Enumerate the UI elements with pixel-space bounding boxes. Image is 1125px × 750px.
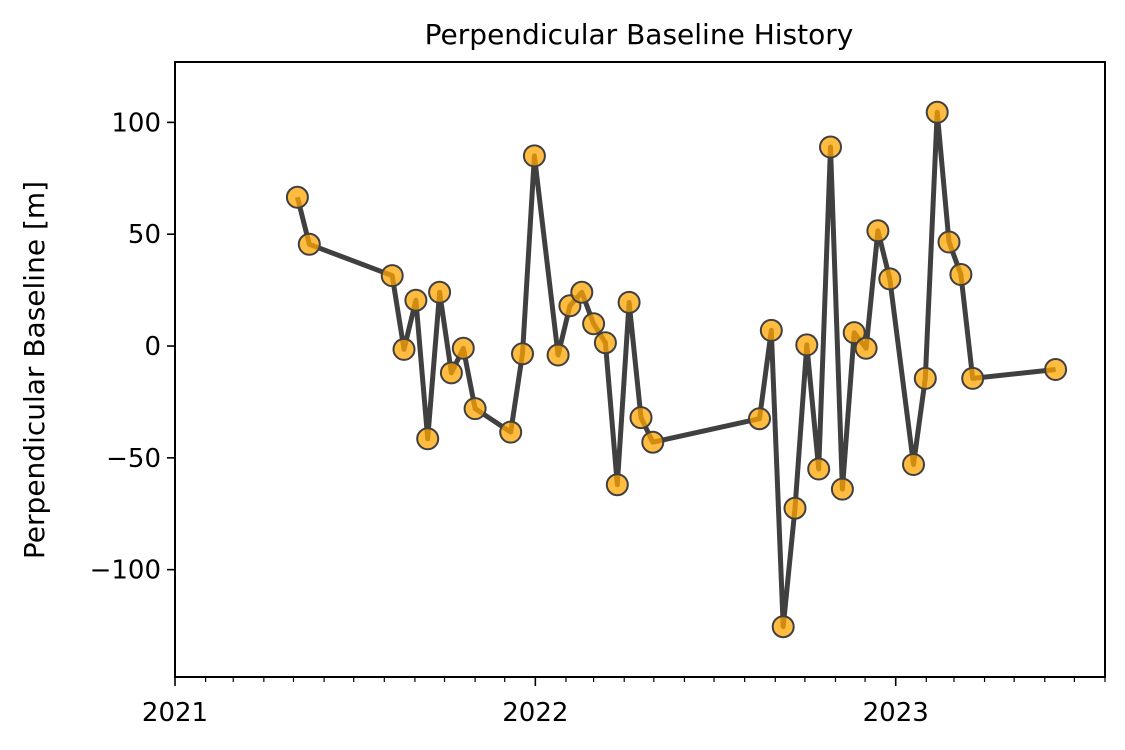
data-point — [842, 321, 866, 345]
x-axis-ticks: 2021 2022 2023 — [142, 677, 1106, 728]
data-point — [499, 420, 523, 444]
data-point — [783, 496, 807, 520]
x-tick-label: 2022 — [502, 698, 568, 728]
data-point — [416, 427, 440, 451]
data-point — [641, 430, 665, 454]
data-point — [925, 100, 949, 124]
data-point — [854, 336, 878, 360]
y-tick-label: 100 — [111, 108, 161, 138]
data-point — [866, 219, 890, 243]
data-point — [629, 406, 653, 430]
data-point — [285, 185, 309, 209]
plot-area — [285, 100, 1068, 639]
y-tick-label: −100 — [90, 556, 161, 586]
data-point — [593, 331, 617, 355]
data-point — [819, 135, 842, 159]
y-axis-title: Perpendicular Baseline [m] — [18, 181, 51, 559]
data-point — [937, 230, 961, 254]
data-point — [297, 232, 321, 256]
data-point — [748, 407, 771, 431]
plot-frame — [174, 61, 1106, 678]
data-point — [771, 615, 795, 639]
y-tick-label: 50 — [128, 220, 161, 250]
data-point — [428, 280, 452, 304]
series-line — [294, 109, 1056, 630]
data-point — [759, 318, 783, 342]
data-point — [546, 343, 570, 367]
y-tick-label: 0 — [144, 332, 161, 362]
data-point — [949, 263, 973, 286]
data-point — [439, 361, 463, 385]
data-point — [511, 342, 534, 366]
chart-title: Perpendicular Baseline History — [425, 18, 854, 51]
data-point — [807, 457, 831, 481]
data-point — [522, 144, 546, 168]
data-point — [913, 366, 937, 390]
data-point — [582, 312, 606, 336]
y-axis-ticks: −100 −50 0 50 100 — [90, 108, 175, 586]
data-point — [451, 336, 475, 360]
data-point — [961, 366, 985, 390]
data-point — [570, 280, 594, 304]
data-point — [404, 288, 428, 312]
x-tick-label: 2021 — [142, 698, 208, 728]
data-point — [1044, 358, 1068, 381]
data-point — [795, 333, 819, 357]
data-point — [463, 397, 487, 421]
data-point — [902, 453, 925, 476]
data-point — [878, 267, 902, 291]
data-point — [617, 290, 641, 314]
data-point — [392, 337, 416, 361]
data-point — [605, 473, 629, 497]
y-tick-label: −50 — [106, 444, 161, 474]
data-point — [380, 264, 404, 288]
data-point — [830, 477, 854, 501]
x-tick-label: 2023 — [863, 698, 929, 728]
